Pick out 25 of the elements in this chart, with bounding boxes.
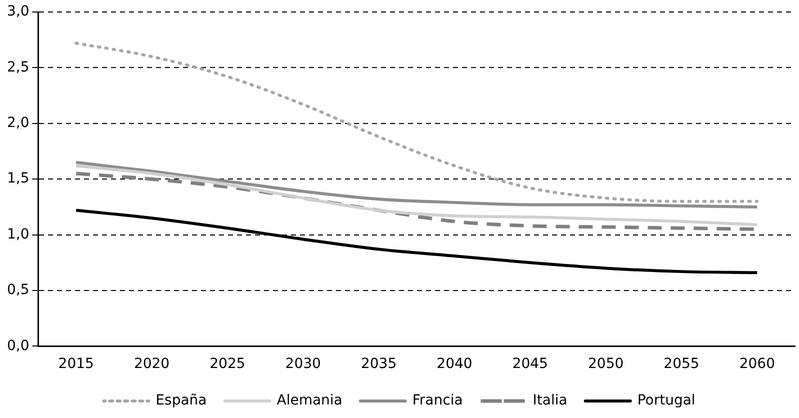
- line-series: [74, 164, 759, 226]
- legend-label: Italia: [532, 392, 568, 409]
- y-tick-label: 3,0: [7, 4, 30, 20]
- legend-label: Portugal: [637, 392, 696, 409]
- legend-label: Alemania: [276, 392, 342, 409]
- x-tick-label: 2055: [664, 356, 700, 372]
- x-tick-label: 2040: [436, 356, 472, 372]
- legend-label: España: [156, 392, 207, 409]
- legend-label: Francia: [412, 392, 463, 409]
- y-tick-label: 1,5: [7, 170, 30, 187]
- x-tick-label: 2020: [134, 356, 170, 372]
- line-series: [74, 42, 759, 203]
- x-tick-label: 2050: [588, 356, 624, 372]
- y-tick-label: 2,5: [7, 59, 30, 76]
- x-tick-label: 2015: [58, 356, 94, 372]
- x-tick-label: 2025: [210, 356, 246, 372]
- x-tick-label: 2030: [285, 356, 321, 372]
- line-series: [74, 160, 759, 208]
- y-tick-label: 0,0: [7, 338, 30, 354]
- y-tick-label: 0,5: [7, 282, 30, 298]
- y-tick-label: 2,0: [7, 115, 30, 132]
- x-tick-label: 2045: [512, 356, 548, 372]
- y-tick-label: 1,0: [7, 226, 30, 242]
- x-tick-label: 2060: [739, 356, 775, 372]
- x-tick-label: 2035: [360, 356, 397, 372]
